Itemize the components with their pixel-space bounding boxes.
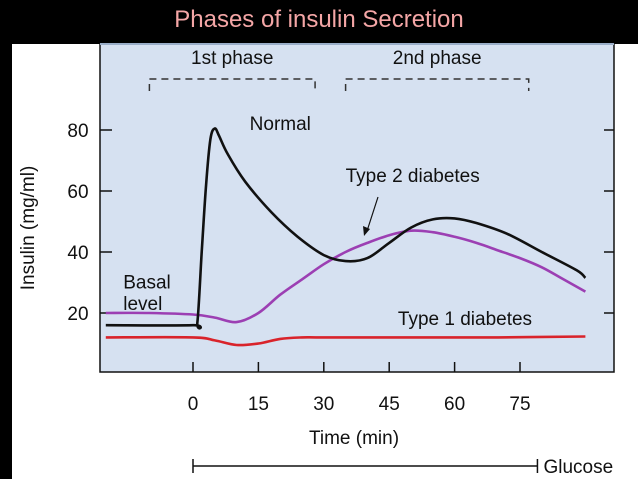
annotation-basal: Basal	[123, 273, 171, 294]
x-tick-label-60: 60	[444, 394, 465, 415]
series-line-type-2-diabetes	[105, 229, 587, 324]
phase-bracket-2nd-phase	[344, 78, 530, 91]
x-tick-label-75: 75	[509, 394, 530, 415]
annotation-type-2-diabetes: Type 2 diabetes	[346, 166, 480, 187]
plot-background	[99, 43, 615, 373]
annotation-normal: Normal	[250, 114, 311, 135]
phase-label-2nd-phase: 2nd phase	[393, 48, 482, 69]
phase-bracket-1st-phase	[148, 78, 316, 91]
series-line-type-1-diabetes	[105, 335, 586, 347]
y-tick-label-20: 20	[67, 304, 88, 325]
glucose-label: Glucose	[543, 457, 613, 478]
slide-title: Phases of insulin Secretion	[174, 6, 464, 33]
series-line-normal	[105, 127, 587, 330]
phase-label-1st-phase: 1st phase	[191, 48, 273, 69]
type-2-arrow-head	[363, 226, 370, 236]
y-tick-label-60: 60	[67, 182, 88, 203]
x-axis-label: Time (min)	[309, 428, 399, 449]
annotation-type-1-diabetes: Type 1 diabetes	[398, 309, 532, 330]
y-axis-label: Insulin (mg/ml)	[18, 166, 39, 291]
x-tick-label-15: 15	[248, 394, 269, 415]
type-2-arrow-line	[366, 196, 379, 232]
annotation-level: level	[123, 294, 162, 315]
y-tick-label-80: 80	[67, 121, 88, 142]
y-tick-label-40: 40	[67, 243, 88, 264]
x-tick-label-30: 30	[313, 394, 334, 415]
x-tick-label-0: 0	[188, 394, 199, 415]
x-tick-label-45: 45	[379, 394, 400, 415]
